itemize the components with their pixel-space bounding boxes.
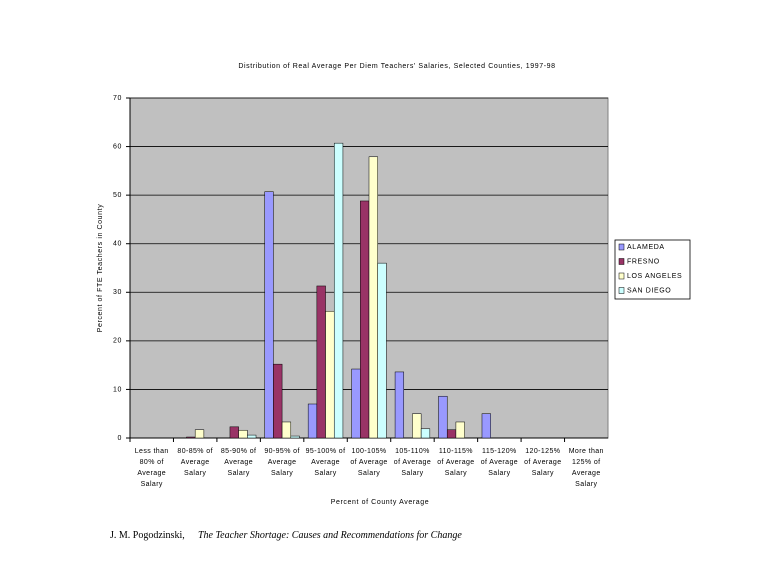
legend-label: LOS ANGELES: [627, 273, 682, 280]
bar: [360, 200, 370, 439]
x-tick-label: 90-95% of Average Salary: [264, 448, 300, 477]
footer-author: J. M. Pogodzinski,: [110, 530, 185, 541]
bar: [420, 428, 431, 439]
legend-label: SAN DIEGO: [627, 287, 671, 294]
bar: [238, 429, 248, 439]
legend-label: ALAMEDA: [627, 244, 665, 251]
y-tick-label: 60: [113, 143, 122, 150]
x-tick-label: 85-90% of Average Salary: [220, 448, 257, 477]
x-tick-label: 80-85% of Average Salary: [177, 448, 213, 477]
y-tick-label: 20: [113, 338, 122, 345]
bar: [264, 191, 274, 439]
bar: [438, 395, 448, 439]
bar: [229, 426, 239, 439]
legend-swatch: [618, 243, 625, 251]
x-tick-label: 110-115% of Average Salary: [437, 448, 475, 477]
bar: [377, 262, 387, 439]
x-tick-label: 105-110% of Average Salary: [393, 448, 432, 477]
bar: [412, 413, 422, 439]
bar: [481, 413, 491, 439]
legend-swatch: [618, 258, 625, 265]
bar: [186, 436, 196, 439]
bar: [290, 435, 300, 439]
bar: [307, 403, 318, 439]
legend-label: FRESNO: [627, 258, 660, 265]
x-axis-title: Percent of County Average: [331, 499, 430, 506]
x-tick-label: More than 125% of Average Salary: [568, 448, 604, 488]
x-tick-label: 95-100% of Average Salary: [305, 448, 346, 477]
bar: [316, 285, 326, 439]
bar: [281, 421, 292, 439]
bar: [394, 371, 405, 439]
bar: [247, 434, 257, 439]
y-tick-label: 10: [113, 386, 122, 393]
y-tick-label: 70: [113, 95, 122, 102]
legend-box: [614, 239, 691, 300]
bar: [194, 429, 205, 439]
y-axis-title: Percent of FTE Teachers in County: [97, 204, 104, 333]
y-tick-label: 0: [118, 435, 123, 442]
bar: [455, 421, 465, 439]
x-tick-label: 100-105% of Average Salary: [350, 448, 388, 477]
x-tick-label: 115-120% of Average Salary: [480, 448, 519, 477]
legend-swatch: [618, 272, 625, 280]
bar: [273, 363, 283, 439]
y-tick-label: 50: [113, 192, 122, 199]
bar: [333, 142, 344, 439]
bar: [325, 310, 335, 439]
footer-work: The Teacher Shortage: Causes and Recomme…: [198, 530, 462, 541]
x-tick-label: 120-125% of Average Salary: [524, 448, 562, 477]
bar: [446, 429, 457, 439]
bar: [368, 156, 378, 439]
bar: [351, 368, 361, 439]
y-tick-label: 30: [113, 289, 122, 296]
chart-title: Distribution of Real Average Per Diem Te…: [238, 63, 555, 70]
y-tick-label: 40: [113, 241, 122, 248]
x-tick-label: Less than 80% of Average Salary: [134, 448, 169, 488]
legend-swatch: [618, 287, 625, 294]
